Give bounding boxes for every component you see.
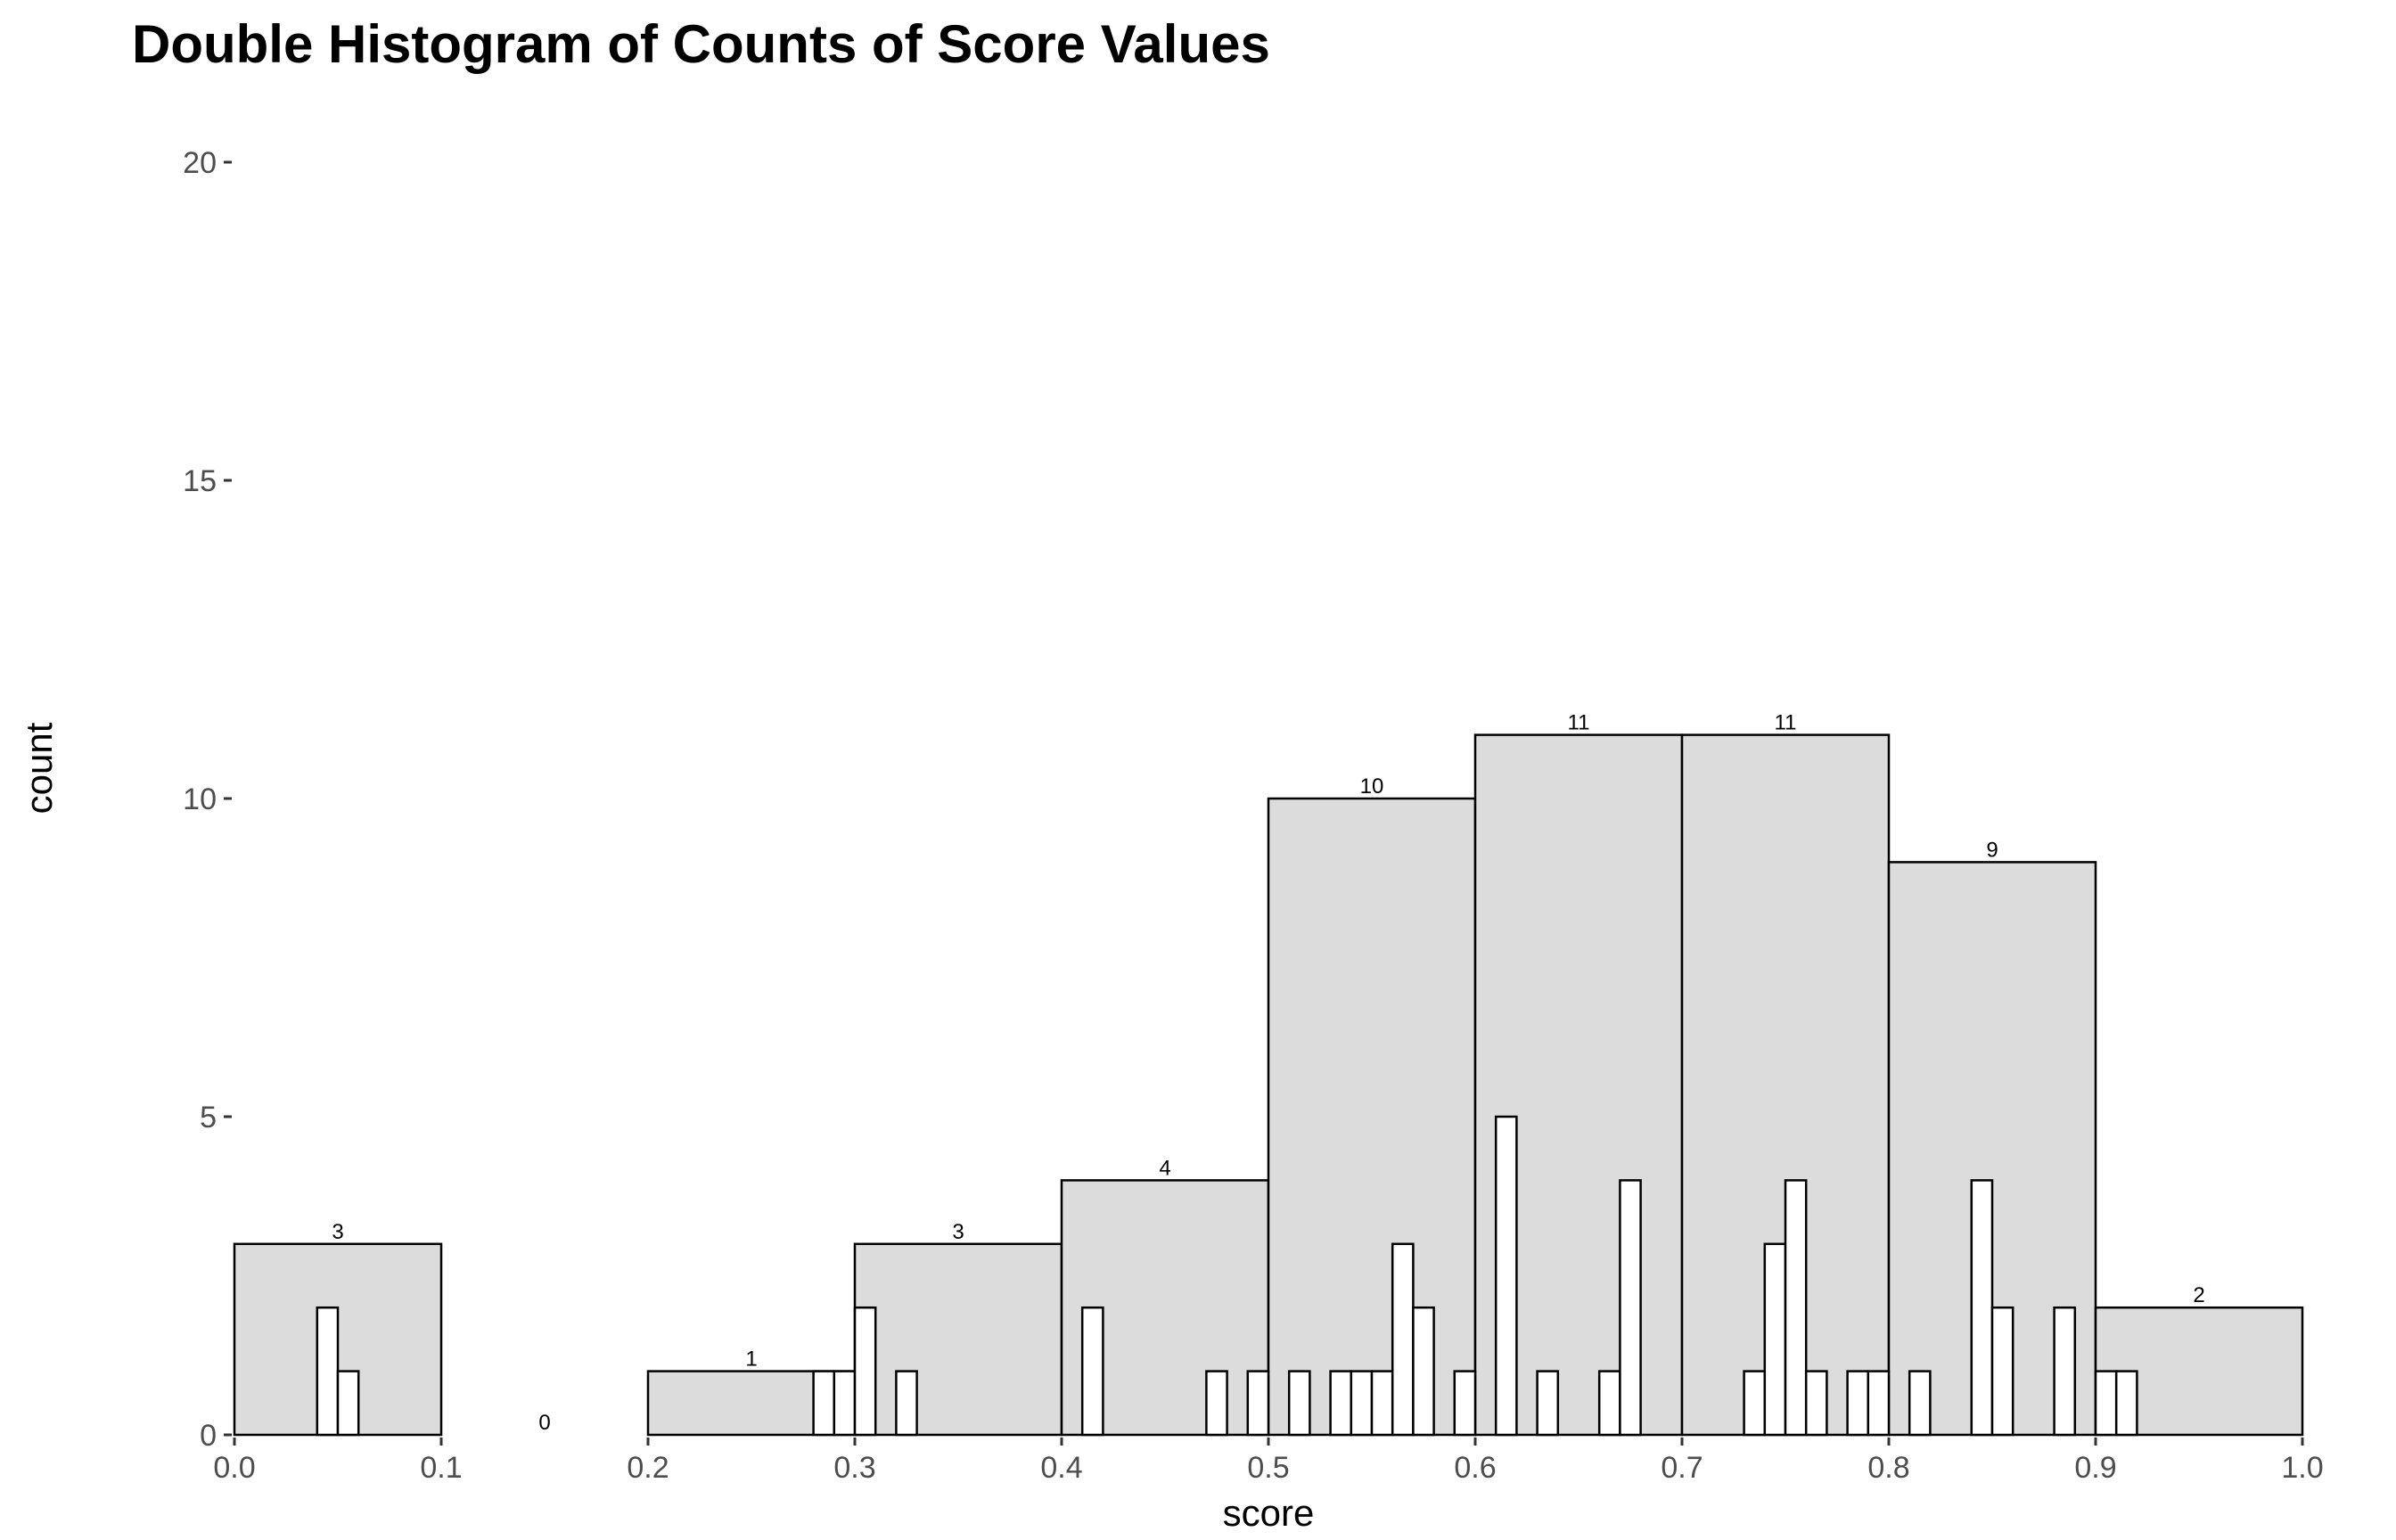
fine-bin-bar bbox=[1391, 1242, 1415, 1437]
fine-bin-bar bbox=[1370, 1370, 1394, 1437]
fine-bin-bar bbox=[1970, 1179, 1994, 1437]
fine-bin-bar bbox=[1763, 1242, 1787, 1437]
coarse-bin-count-label: 0 bbox=[538, 1411, 550, 1435]
chart-title: Double Histogram of Counts of Score Valu… bbox=[132, 14, 1270, 74]
y-tick-label: 0 bbox=[200, 1419, 217, 1453]
fine-bin-bar bbox=[1597, 1370, 1621, 1437]
fine-bin-bar bbox=[1205, 1370, 1228, 1437]
coarse-bin-count-label: 2 bbox=[2193, 1283, 2204, 1307]
fine-bin-bar bbox=[833, 1370, 857, 1437]
fine-bin-bar bbox=[1453, 1370, 1477, 1437]
fine-bin-bar bbox=[1412, 1306, 1435, 1437]
fine-bins bbox=[316, 1115, 2138, 1437]
fine-bin-bar bbox=[1867, 1370, 1891, 1437]
x-tick-label: 0.6 bbox=[1454, 1451, 1496, 1485]
x-tick-label: 1.0 bbox=[2281, 1451, 2323, 1485]
coarse-bin-bar bbox=[1267, 797, 1477, 1437]
coarse-bin-count-label: 11 bbox=[1775, 711, 1797, 735]
coarse-bin-bar bbox=[853, 1242, 1063, 1437]
coarse-bin-count-label: 3 bbox=[332, 1220, 343, 1244]
fine-bin-bar bbox=[1908, 1370, 1932, 1437]
y-tick-label: 5 bbox=[200, 1101, 217, 1135]
coarse-bin-count-label: 9 bbox=[1986, 838, 1998, 862]
fine-bin-bar bbox=[1990, 1306, 2014, 1437]
fine-bin-bar bbox=[2053, 1306, 2077, 1437]
fine-bin-bar bbox=[1350, 1370, 1374, 1437]
x-tick-label: 0.5 bbox=[1247, 1451, 1289, 1485]
x-tick-label: 0.3 bbox=[833, 1451, 875, 1485]
fine-bin-bar bbox=[2114, 1370, 2138, 1437]
y-tick-label: 15 bbox=[183, 464, 217, 498]
fine-bin-bar bbox=[1287, 1370, 1311, 1437]
fine-bin-bar bbox=[2094, 1370, 2118, 1437]
fine-bin-bar bbox=[1329, 1370, 1353, 1437]
fine-bin-bar bbox=[1619, 1179, 1642, 1437]
fine-bin-bar bbox=[1080, 1306, 1104, 1437]
fine-bin-bar bbox=[1536, 1370, 1560, 1437]
fine-bin-bar bbox=[1494, 1115, 1518, 1437]
y-tick-label: 10 bbox=[183, 782, 217, 816]
fine-bin-bar bbox=[812, 1370, 836, 1437]
coarse-bin-count-label: 10 bbox=[1360, 774, 1384, 799]
coarse-bin-labels: 3 0 1 3 4 10 11 11 9 2 bbox=[332, 711, 2204, 1435]
x-tick-label: 0.7 bbox=[1661, 1451, 1703, 1485]
fine-bin-bar bbox=[853, 1306, 877, 1437]
fine-bin-bar bbox=[1743, 1370, 1767, 1437]
fine-bin-bar bbox=[1784, 1179, 1808, 1437]
coarse-bin-count-label: 3 bbox=[952, 1220, 964, 1244]
y-tick-label: 20 bbox=[183, 146, 217, 180]
coarse-bin-count-label: 1 bbox=[745, 1348, 757, 1372]
fine-bin-bar bbox=[1846, 1370, 1870, 1437]
x-tick-label: 0.9 bbox=[2074, 1451, 2116, 1485]
x-tick-label: 0.1 bbox=[420, 1451, 462, 1485]
fine-bin-bar bbox=[336, 1370, 360, 1437]
coarse-bin-count-label: 4 bbox=[1159, 1156, 1170, 1180]
y-axis-title: count bbox=[18, 722, 60, 814]
fine-bin-bar bbox=[1804, 1370, 1828, 1437]
fine-bin-bar bbox=[316, 1306, 340, 1437]
fine-bin-bar bbox=[895, 1370, 918, 1437]
x-axis-title: score bbox=[1223, 1492, 1315, 1534]
x-tick-label: 0.0 bbox=[213, 1451, 255, 1485]
x-tick-label: 0.8 bbox=[1867, 1451, 1909, 1485]
fine-bin-bar bbox=[1246, 1370, 1270, 1437]
x-tick-label: 0.2 bbox=[627, 1451, 669, 1485]
coarse-bin-count-label: 11 bbox=[1568, 711, 1590, 735]
x-tick-label: 0.4 bbox=[1040, 1451, 1082, 1485]
y-axis: 0 5 10 15 20 bbox=[183, 146, 232, 1453]
x-axis: 0.0 0.1 0.2 0.3 0.4 0.5 0.6 0.7 0.8 0.9 1.0 bbox=[213, 1438, 2324, 1485]
